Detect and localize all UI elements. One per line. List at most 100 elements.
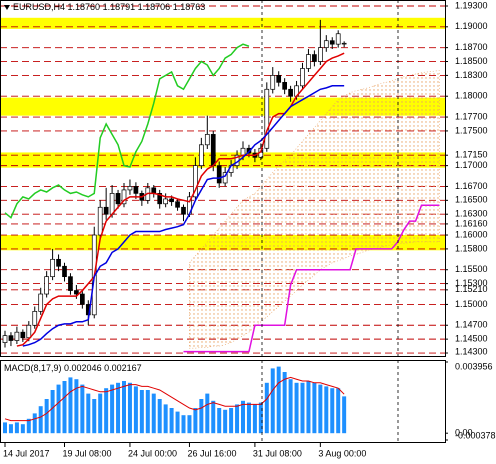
indicator-line: [183, 204, 440, 353]
candle-body: [79, 293, 85, 305]
indicator-line: [4, 43, 250, 219]
candle-body: [14, 331, 20, 341]
macd-bar: [145, 390, 150, 434]
x-tick-label: 26 Jul 16:00: [187, 448, 236, 458]
candle-body: [329, 40, 335, 45]
macd-bar: [74, 379, 79, 434]
macd-bar: [223, 409, 228, 434]
macd-bar: [306, 381, 311, 434]
macd-bar: [241, 400, 245, 434]
candle-body: [97, 206, 103, 236]
candle-body: [56, 258, 61, 267]
candle-body: [193, 165, 198, 198]
candle-body: [318, 47, 323, 62]
candle-body: [306, 54, 311, 69]
macd-bar: [50, 390, 55, 434]
macd-bar: [151, 393, 156, 434]
macd-bar: [288, 379, 293, 434]
candle-body: [282, 81, 287, 90]
cloud: [189, 70, 440, 349]
candle-body: [341, 42, 347, 45]
macd-bar: [270, 368, 275, 434]
macd-bar: [32, 413, 37, 434]
candle-body: [276, 75, 282, 83]
y-tick-label: 1.17500: [455, 125, 488, 135]
candle-body: [222, 172, 228, 184]
y-tick-label: 1.19300: [455, 0, 488, 10]
macd-bar: [20, 424, 25, 434]
candle-body: [300, 68, 305, 87]
macd-bar: [122, 381, 126, 434]
candle-body: [270, 75, 276, 90]
candle-body: [62, 265, 67, 278]
macd-bar: [258, 402, 263, 434]
macd-bar: [199, 399, 204, 434]
macd-bar: [68, 377, 73, 434]
macd-bar: [127, 382, 132, 434]
macd-bar: [300, 382, 305, 434]
signal-value: 0.002167: [104, 363, 142, 373]
macd-bar: [169, 408, 174, 434]
macd-bar: [98, 393, 103, 434]
candle-body: [210, 134, 216, 166]
macd-bar: [86, 393, 91, 434]
y-tick-label: 1.14700: [455, 320, 488, 330]
y-tick-label: 1.15210: [455, 284, 488, 294]
macd-bar: [26, 418, 31, 434]
y-tick-label: 1.17000: [455, 160, 488, 170]
y-tick-label: 1.14500: [455, 334, 488, 344]
candle-body: [163, 198, 168, 205]
candle-body: [50, 258, 55, 278]
x-tick-label: 31 Jul 08:00: [253, 448, 302, 458]
ohlc-high: 1.18791: [103, 2, 136, 12]
macd-bar: [110, 384, 115, 434]
macd-bar: [282, 372, 287, 434]
macd-title: MACD(8,17,9): [4, 363, 62, 373]
macd-bar: [133, 386, 138, 434]
candle-body: [157, 193, 163, 205]
candle-body: [169, 198, 174, 203]
macd-header: MACD(8,17,9) 0.002046 0.002167: [4, 363, 142, 373]
macd-bar: [294, 382, 299, 434]
candle-body: [32, 311, 38, 326]
candle-body: [288, 88, 293, 97]
y-tick-label: -0.000378: [455, 430, 496, 440]
y-tick-label: 1.18700: [455, 42, 488, 52]
y-tick-label: 1.18300: [455, 70, 488, 80]
macd-bar: [187, 415, 192, 434]
y-tick-label: 1.16160: [455, 218, 488, 228]
macd-bar: [56, 384, 61, 434]
macd-bar: [318, 384, 323, 434]
candle-body: [264, 88, 270, 149]
candle-body: [240, 147, 246, 156]
macd-bar: [235, 404, 240, 434]
y-tick-label: 1.17150: [455, 150, 488, 160]
x-tick-label: 24 Jul 00:00: [128, 448, 177, 458]
macd-bar: [336, 388, 341, 434]
candle-body: [44, 276, 50, 295]
candle-body: [151, 187, 157, 194]
macd-bar: [342, 396, 347, 434]
candle-body: [175, 201, 180, 208]
macd-bar: [80, 384, 85, 434]
y-tick-label: 1.15000: [455, 299, 488, 309]
y-tick-label: 1.15800: [455, 243, 488, 253]
candle-body: [181, 206, 186, 215]
macd-bar: [175, 411, 180, 434]
macd-bar: [330, 388, 335, 434]
x-tick-label: 14 Jul 2017: [3, 448, 50, 458]
candle-body: [103, 206, 109, 215]
ohlc-low: 1.18706: [138, 2, 171, 12]
macd-bar: [8, 424, 13, 434]
candle-body: [335, 33, 341, 45]
candle-body: [26, 324, 32, 339]
macd-bar: [3, 422, 7, 434]
symbol: EURUSD,H4: [13, 2, 65, 12]
price-panel-border: [0, 0, 446, 357]
symbol-icon: [4, 5, 10, 10]
y-tick-label: 1.15500: [455, 264, 488, 274]
macd-bar: [139, 390, 144, 434]
